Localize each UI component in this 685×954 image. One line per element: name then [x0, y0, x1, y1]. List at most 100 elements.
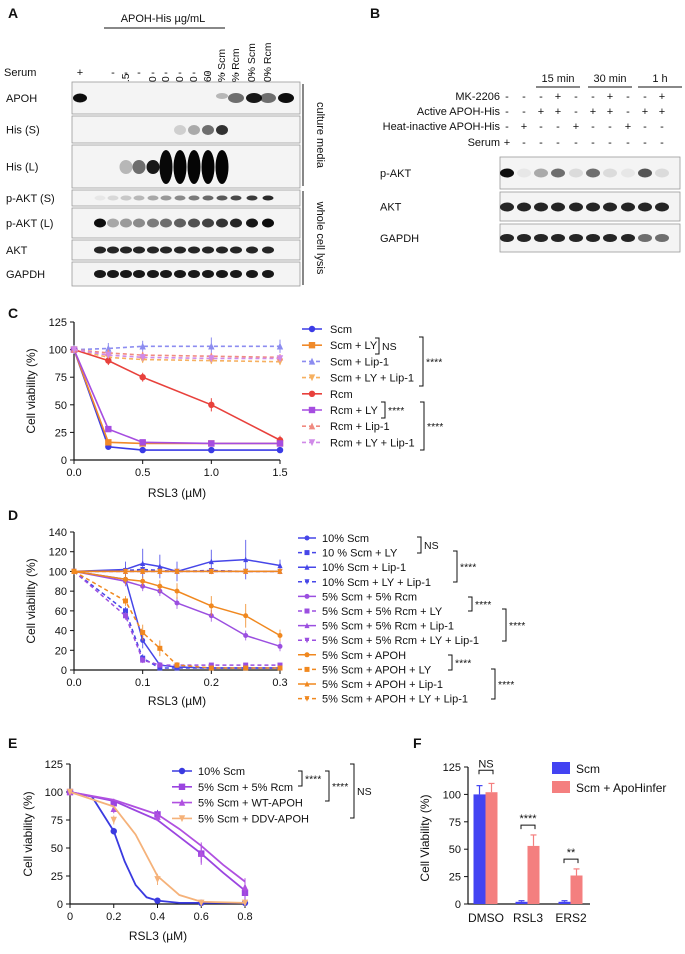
treatment-sign: - — [539, 91, 543, 103]
x-tick-label: 0.8 — [237, 911, 252, 923]
treatment-sign: + — [555, 91, 561, 103]
series-line — [73, 570, 280, 666]
y-tick-label: 25 — [51, 871, 63, 883]
blot-band — [120, 246, 132, 254]
significance-bracket — [325, 770, 330, 802]
data-point — [304, 564, 310, 570]
y-tick-label: 80 — [55, 586, 67, 598]
blot-band — [603, 234, 617, 242]
data-point — [123, 598, 128, 604]
legend-label: 10% Scm + Lip-1 — [322, 562, 406, 574]
x-axis-label: RSL3 (µM) — [148, 486, 206, 500]
data-point — [139, 374, 146, 381]
significance-bracket — [502, 608, 507, 642]
legend-label: 10% Scm — [322, 533, 369, 545]
data-point — [308, 342, 316, 349]
blot-band — [586, 202, 600, 212]
treatment-sign: + — [625, 121, 631, 133]
y-tick-label: 0 — [455, 899, 461, 911]
treatment-sign: - — [591, 121, 595, 133]
blot-band — [655, 168, 669, 178]
data-point — [277, 665, 283, 671]
panel-letter-d: D — [8, 507, 18, 523]
significance-bracket — [420, 401, 425, 451]
treatment-sign: + — [590, 106, 596, 118]
treatment-sign: - — [574, 106, 578, 118]
legend-label: Rcm + LY — [330, 405, 378, 417]
data-point — [304, 535, 310, 541]
blot-band — [228, 93, 244, 103]
legend-label: 10% Scm + LY + Lip-1 — [322, 577, 431, 589]
blot-label: p-AKT (S) — [6, 193, 55, 205]
data-point — [208, 446, 215, 454]
blot-band — [569, 168, 583, 178]
data-point — [208, 558, 214, 565]
data-point — [123, 608, 128, 614]
data-point — [198, 849, 205, 857]
blot-label: APOH — [6, 93, 37, 105]
blot-band — [160, 218, 172, 228]
series-line — [73, 558, 281, 573]
panel-letter-e: E — [8, 735, 17, 751]
treatment-sign: - — [522, 106, 526, 118]
significance-label: NS — [382, 341, 397, 353]
blot-band — [534, 202, 548, 212]
data-point — [276, 446, 284, 454]
blot-band — [216, 246, 228, 254]
blot-band — [603, 202, 617, 212]
data-point — [178, 783, 186, 790]
legend-label: 5% Scm + WT-APOH — [198, 798, 303, 810]
serum-minus: - — [266, 67, 270, 79]
data-point — [140, 578, 146, 584]
data-point — [174, 568, 180, 575]
blot-band — [174, 218, 186, 228]
time-label: 15 min — [541, 73, 574, 85]
blot-band — [517, 202, 531, 212]
blot-band — [655, 234, 669, 242]
legend-swatch — [552, 762, 570, 774]
data-point — [243, 568, 249, 575]
data-point — [304, 637, 310, 644]
panel-e-chart: E 0 25 50 75 100 125 0 0.2 0.4 0.6 0.8 RSL3 (µM) Cell… — [8, 735, 372, 943]
blot-band — [569, 234, 583, 242]
serum-plus: + — [77, 67, 83, 79]
significance-label: ** — [567, 847, 576, 859]
serum-minus: - — [250, 67, 254, 79]
treatment-sign: - — [522, 91, 526, 103]
treatment-sign: - — [626, 137, 630, 149]
blot-band — [160, 195, 172, 201]
serum-minus: - — [192, 67, 196, 79]
data-point — [304, 579, 310, 585]
significance-label: NS — [357, 786, 372, 798]
blot-band — [107, 246, 119, 254]
blot-band — [119, 160, 133, 174]
legend-label: Scm — [576, 762, 600, 776]
data-point — [174, 600, 180, 606]
lane-label: 10% Scm — [246, 43, 258, 88]
legend-label: 5% Scm + 5% Rcm — [322, 591, 417, 603]
legend-label: Rcm + LY + Lip-1 — [330, 437, 415, 449]
data-point — [241, 899, 249, 907]
y-axis-label: Cell viability (%) — [24, 558, 38, 643]
data-point — [304, 593, 310, 599]
legend-label: 5% Scm + APOH + LY — [322, 664, 432, 676]
serum-minus: - — [124, 67, 128, 79]
blot-band — [107, 270, 119, 278]
apoh-his-header: APOH-His µg/mL — [121, 13, 206, 25]
blot-band — [215, 150, 229, 184]
legend-label: Scm + LY + Lip-1 — [330, 373, 414, 385]
x-tick-label: 1.0 — [204, 467, 219, 479]
treatment-label: Heat-inactive APOH-His — [383, 121, 501, 133]
blot-band — [133, 270, 145, 278]
blot-band — [246, 218, 258, 228]
blot-band — [216, 125, 228, 135]
series-line — [73, 348, 281, 363]
x-tick-label: 0.4 — [150, 911, 165, 923]
legend-label: 5% Scm + APOH — [322, 650, 406, 662]
serum-minus: - — [164, 67, 168, 79]
legend-label: Scm + LY — [330, 340, 378, 352]
blot-band — [586, 168, 600, 178]
treatment-sign: - — [643, 121, 647, 133]
data-point — [308, 357, 316, 365]
legend-label: 5% Scm + 5% Rcm + LY + Lip-1 — [322, 635, 479, 647]
